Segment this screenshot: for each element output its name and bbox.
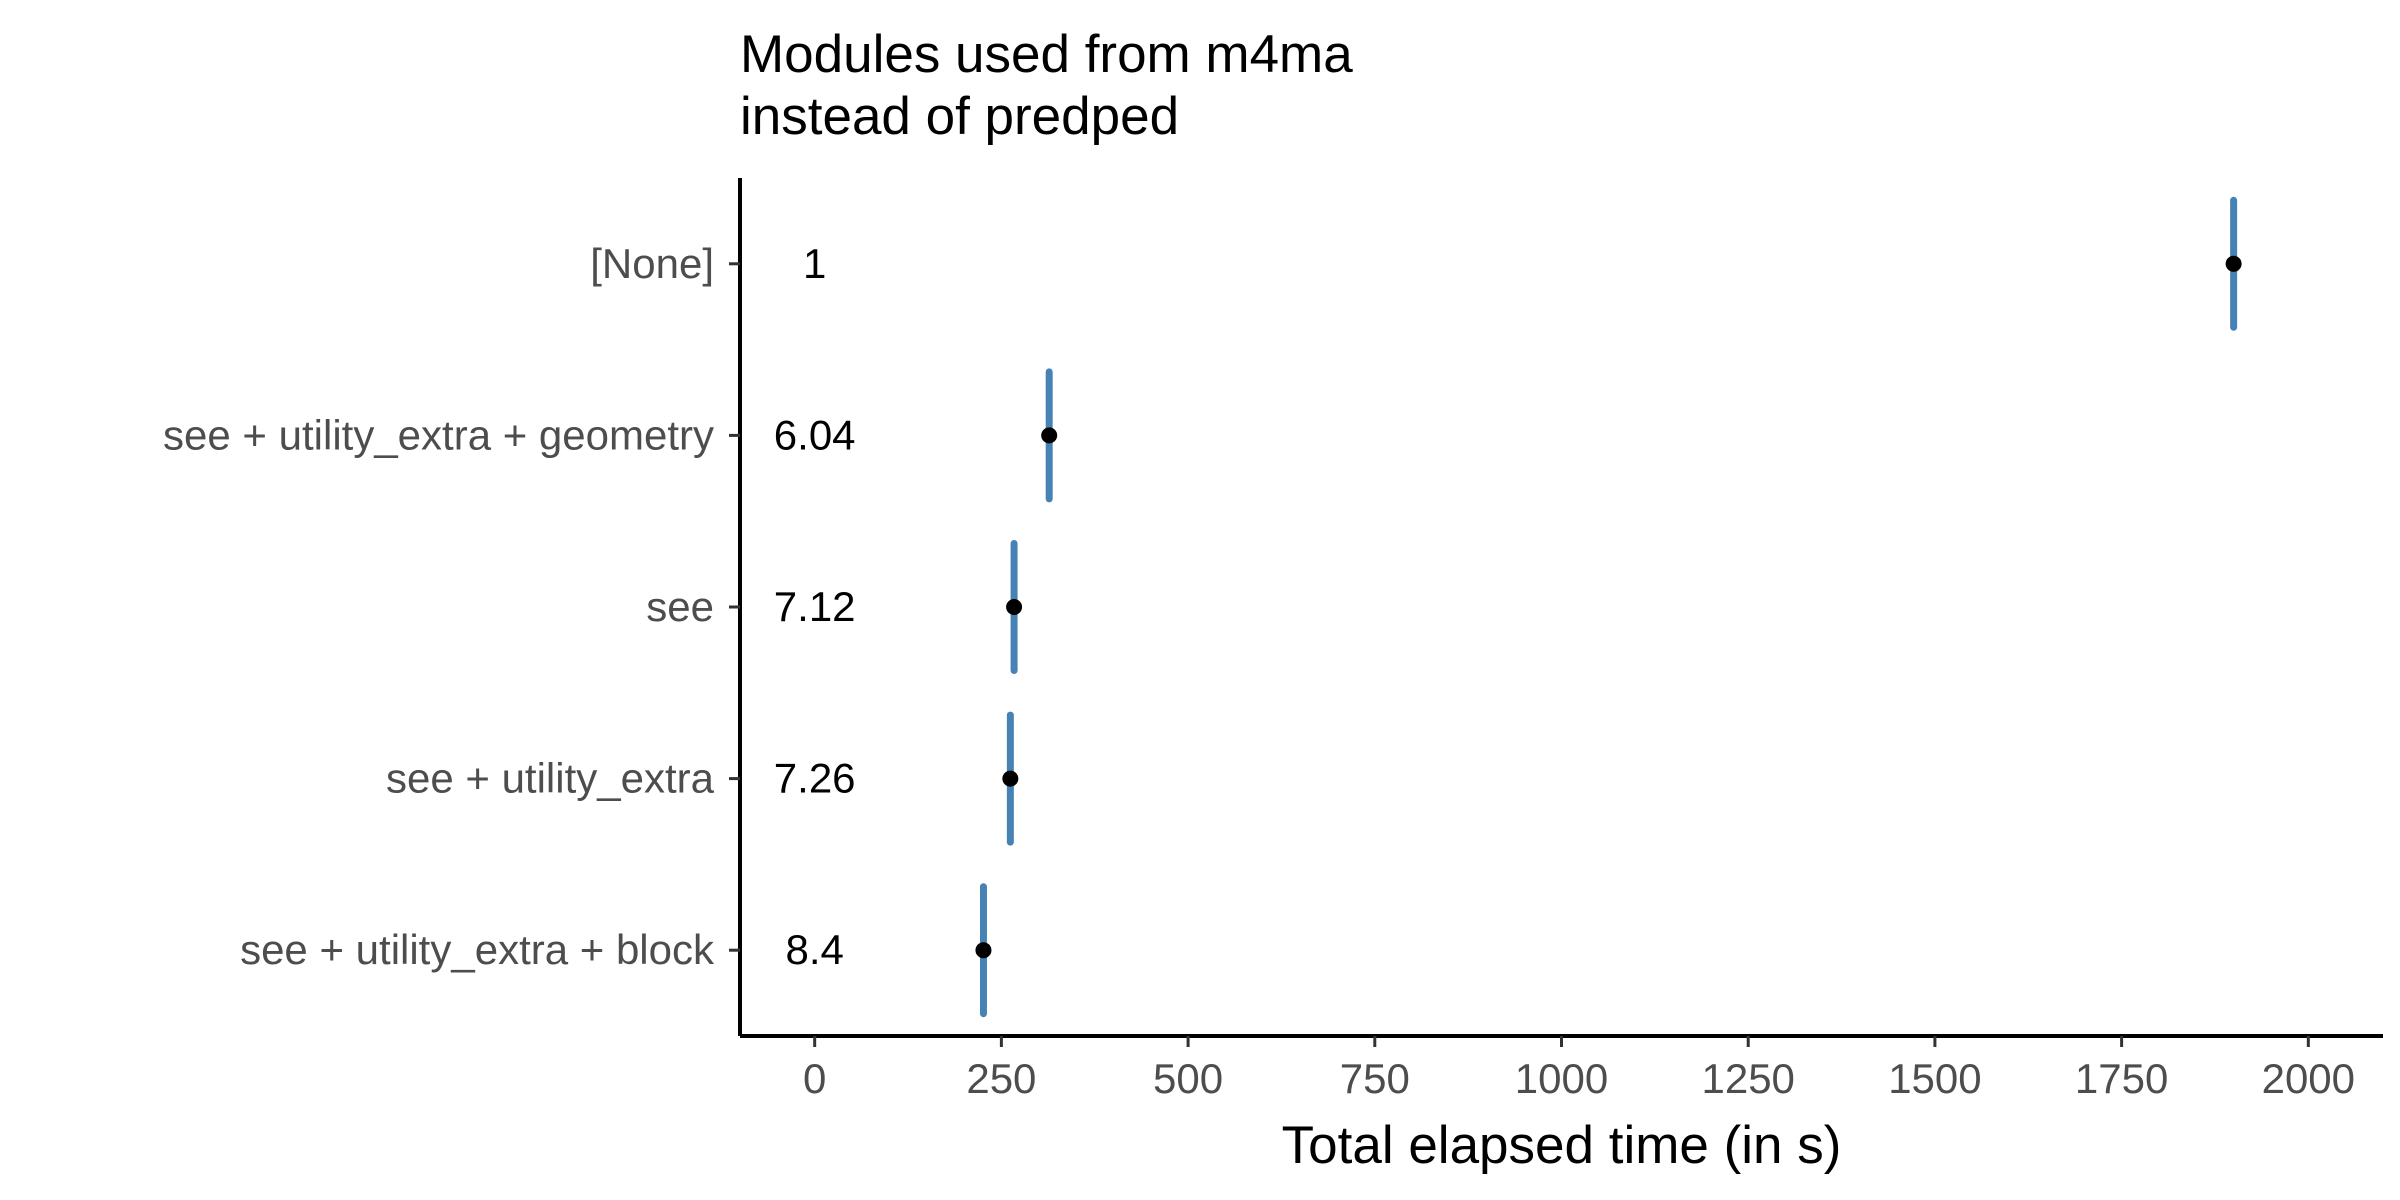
y-tick-label: see + utility_extra	[386, 755, 715, 802]
speedup-label: 1	[803, 240, 826, 287]
y-axis-ticks: [None] see + utility_extra + geometry see s…	[163, 240, 740, 973]
y-tick-label: [None]	[590, 240, 714, 287]
x-tick-label: 750	[1340, 1055, 1410, 1102]
x-tick-label: 1750	[2075, 1055, 2168, 1102]
x-tick-label: 1250	[1701, 1055, 1794, 1102]
speedup-label: 7.26	[774, 755, 856, 802]
x-tick-label: 2000	[2262, 1055, 2355, 1102]
speedup-label: 6.04	[774, 411, 856, 458]
y-tick-label: see	[646, 583, 714, 630]
x-axis-title: Total elapsed time (in s)	[1282, 1116, 1842, 1175]
chart-title-line: Modules used from m4ma	[740, 25, 1353, 84]
speedup-labels: 1 6.04 7.12 7.26 8.4	[774, 240, 856, 973]
data-point	[2225, 255, 2242, 272]
speedup-label: 8.4	[785, 926, 843, 973]
y-tick-label: see + utility_extra + block	[240, 926, 715, 973]
x-tick-label: 500	[1153, 1055, 1223, 1102]
x-axis-ticks: 0 250 500 750 1000 1250 1500 1750 2000	[803, 1036, 2355, 1102]
y-tick-label: see + utility_extra + geometry	[163, 411, 714, 458]
x-tick-label: 1500	[1888, 1055, 1981, 1102]
data-point	[975, 942, 992, 959]
data-marks	[975, 196, 2242, 1018]
speedup-label: 7.12	[774, 583, 856, 630]
data-point	[1006, 599, 1023, 615]
x-tick-label: 250	[966, 1055, 1036, 1102]
data-point	[1002, 770, 1019, 787]
x-tick-label: 0	[803, 1055, 826, 1102]
data-point	[1041, 427, 1058, 444]
chart-title-line: instead of predped	[740, 87, 1179, 146]
x-tick-label: 1000	[1515, 1055, 1608, 1102]
